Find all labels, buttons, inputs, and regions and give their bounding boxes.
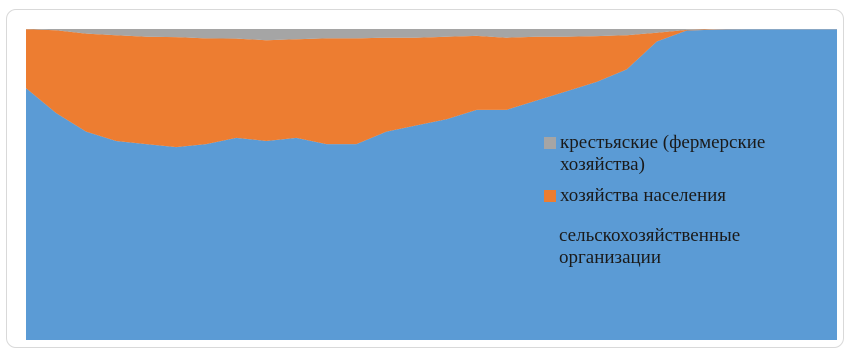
legend-item-households: хозяйства населения bbox=[544, 185, 804, 207]
legend-item-organizations: сельскохозяйственные организации bbox=[544, 225, 804, 269]
area-series-2 bbox=[26, 29, 837, 41]
legend-item-farms: крестьяские (фермерские хозяйства) bbox=[544, 132, 804, 176]
area-chart bbox=[26, 29, 837, 341]
chart-frame: крестьяские (фермерские хозяйства) хозяй… bbox=[6, 9, 844, 348]
area-series-1 bbox=[26, 29, 837, 148]
legend: крестьяские (фермерские хозяйства) хозяй… bbox=[544, 132, 804, 278]
legend-label-farms: крестьяские (фермерские хозяйства) bbox=[560, 132, 766, 175]
legend-swatch-farms bbox=[544, 137, 556, 149]
legend-label-organizations: сельскохозяйственные организации bbox=[559, 225, 741, 268]
area-series-0 bbox=[26, 29, 837, 341]
legend-label-households: хозяйства населения bbox=[560, 185, 727, 206]
legend-swatch-households bbox=[544, 190, 556, 202]
